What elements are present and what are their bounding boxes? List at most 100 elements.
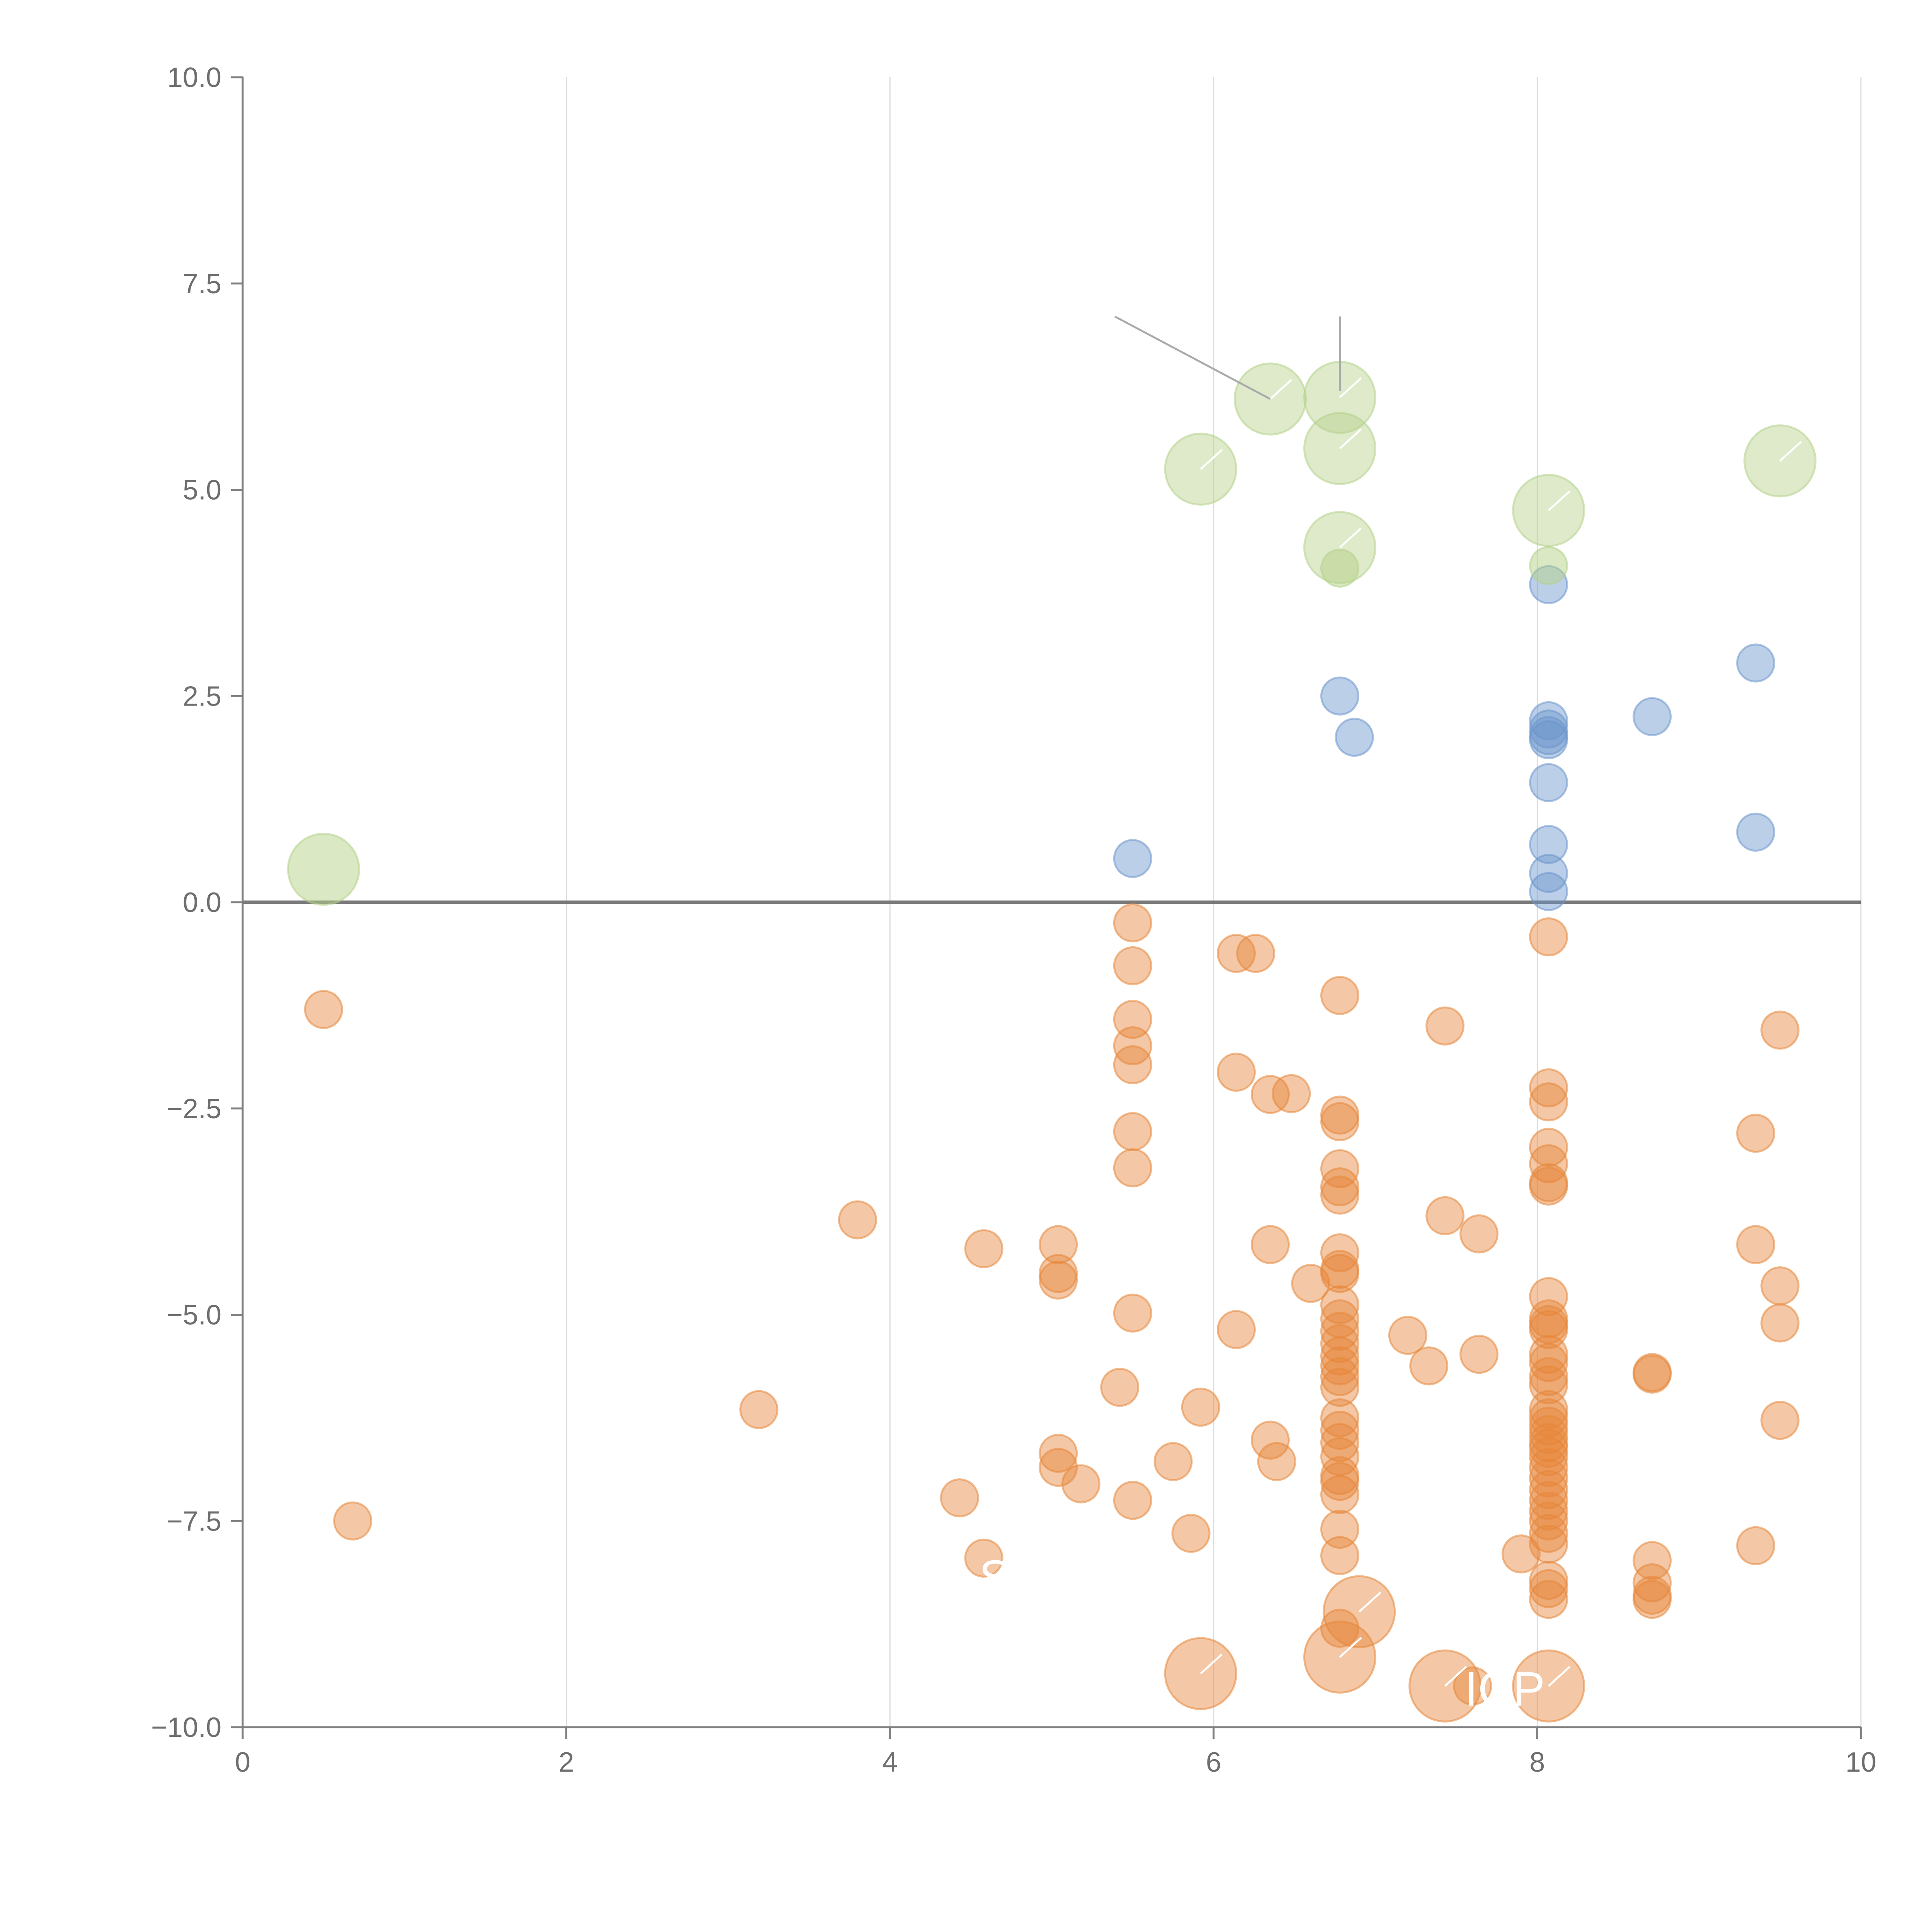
negative-point [1453, 1666, 1492, 1706]
label-leader [1359, 1592, 1381, 1612]
negative-point [1459, 1214, 1499, 1253]
negative-point [1113, 1148, 1152, 1187]
negative-point [1113, 1045, 1152, 1085]
negative-point [1236, 934, 1276, 973]
negative-point [1529, 1357, 1568, 1396]
positive-point [1736, 813, 1776, 852]
negative-point [1529, 1277, 1568, 1316]
negative-point [1409, 1346, 1449, 1386]
negative-point [1320, 1367, 1359, 1407]
negative-point [1039, 1434, 1078, 1473]
point-labels: S S F ICP [979, 272, 1545, 1716]
negative-point [1272, 1074, 1311, 1113]
x-tick-label: 10 [1845, 1747, 1876, 1778]
negative-point [1529, 1447, 1568, 1487]
y-tick-label: 2.5 [183, 681, 221, 712]
negative-point [1250, 1075, 1290, 1114]
label-leader [1548, 490, 1571, 511]
negative-point [964, 1229, 1003, 1269]
data-points [287, 361, 1817, 1723]
negative-point [1633, 1354, 1672, 1394]
positive-point [1320, 676, 1359, 716]
negative-point [1388, 1316, 1427, 1355]
x-tick-label: 4 [882, 1747, 898, 1778]
negative-point [304, 990, 343, 1029]
y-tick-label: 10.0 [167, 62, 221, 93]
negative-point [1320, 1423, 1359, 1462]
negative-point [1216, 1310, 1256, 1349]
negative-point [1529, 1569, 1568, 1608]
highlight-point [1529, 546, 1568, 585]
negative-point [1320, 1357, 1359, 1396]
negative-point [1529, 1082, 1568, 1122]
negative-point [1320, 1175, 1359, 1215]
point-label: S [979, 1551, 1011, 1605]
point-label: ICP [1464, 1662, 1545, 1716]
positive-point [1736, 643, 1776, 683]
negative-point [1529, 1068, 1568, 1107]
negative-point [1320, 1336, 1359, 1376]
y-tick-label: 5.0 [183, 475, 221, 506]
negative-point [333, 1501, 372, 1541]
negative-point [1113, 1112, 1152, 1151]
negative-point [1320, 1475, 1359, 1514]
negative-point [1320, 1233, 1359, 1272]
negative-point [1529, 917, 1568, 957]
negative-point [1250, 1225, 1290, 1264]
point-label: S [1214, 272, 1246, 326]
negative-point [1425, 1196, 1465, 1235]
negative-point [1529, 1580, 1568, 1619]
negative-point [1633, 1541, 1672, 1580]
negative-point [1291, 1264, 1330, 1303]
negative-point [1529, 1492, 1568, 1531]
negative-point [1320, 976, 1359, 1015]
negative-point [1153, 1442, 1193, 1481]
negative-point [1320, 1167, 1359, 1207]
point-label: F [1238, 1662, 1267, 1716]
y-tick-label: 7.5 [183, 269, 221, 299]
negative-point [1529, 1128, 1568, 1167]
label-leader [1444, 1666, 1467, 1687]
axes: 0 2 4 6 8 10 10.0 7.5 5.0 2.5 0.0 −2.5 −5.0 −7.5 −10.0 [151, 62, 1876, 1778]
x-tick-label: 0 [235, 1747, 250, 1778]
negative-point [1113, 1293, 1152, 1333]
leader-line [1114, 315, 1271, 400]
label-leader [1269, 379, 1293, 400]
negative-point [1320, 1462, 1359, 1501]
negative-point [1216, 1053, 1256, 1092]
negative-point [1113, 903, 1152, 942]
x-tick-label: 6 [1206, 1747, 1221, 1778]
negative-point [1257, 1442, 1296, 1481]
y-tick-label: −7.5 [167, 1506, 221, 1537]
label-leader [1339, 1637, 1362, 1658]
x-tick-label: 8 [1529, 1747, 1545, 1778]
highlight-point [287, 833, 360, 906]
y-tick-label: 0.0 [183, 887, 221, 918]
positive-point [1529, 720, 1568, 759]
negative-point [1320, 1609, 1359, 1648]
positive-point [1633, 697, 1672, 736]
negative-point [1039, 1225, 1078, 1264]
negative-point [1320, 1324, 1359, 1363]
negative-point [1633, 1563, 1672, 1602]
negative-point [1039, 1260, 1078, 1300]
negative-point [1529, 1415, 1568, 1454]
positive-point [1529, 872, 1568, 911]
positive-point [1113, 839, 1152, 878]
negative-point [1113, 1481, 1152, 1520]
negative-point [1425, 1006, 1465, 1046]
negative-point [1171, 1514, 1211, 1553]
positive-point [1529, 825, 1568, 864]
negative-point [1529, 1406, 1568, 1446]
negative-point [1529, 1458, 1568, 1498]
negative-point [1736, 1225, 1776, 1264]
y-tick-label: −2.5 [167, 1094, 221, 1124]
negative-point [1061, 1464, 1100, 1503]
label-leader [1339, 377, 1362, 398]
negative-point [1529, 1166, 1568, 1206]
label-leader [1200, 449, 1223, 470]
negative-point [1529, 1335, 1568, 1374]
negative-point [1736, 1114, 1776, 1153]
